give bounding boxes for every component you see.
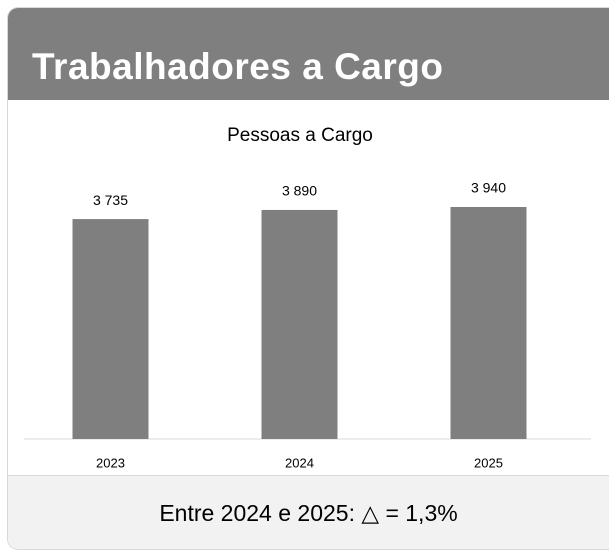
footer-text: Entre 2024 e 2025: △ = 1,3%: [159, 500, 458, 526]
footer: Entre 2024 e 2025: △ = 1,3%: [8, 475, 609, 549]
value-label: 3 890: [282, 183, 317, 199]
card: Trabalhadores a Cargo Pessoas a Cargo 3 …: [8, 8, 609, 549]
chart-title: Pessoas a Cargo: [227, 125, 373, 146]
value-label: 3 940: [471, 180, 506, 196]
chart: Pessoas a Cargo 3 735 2023 3 890 2024 3 940 2…: [24, 125, 591, 470]
x-tick-label: 2024: [285, 455, 314, 470]
value-label: 3 735: [93, 192, 128, 208]
bar: [450, 207, 527, 439]
header-title: Trabalhadores a Cargo: [32, 46, 444, 87]
bar: [72, 219, 149, 439]
x-tick-label: 2023: [96, 455, 125, 470]
bar: [261, 209, 338, 439]
header: Trabalhadores a Cargo: [8, 8, 609, 100]
x-tick-label: 2025: [474, 455, 503, 470]
